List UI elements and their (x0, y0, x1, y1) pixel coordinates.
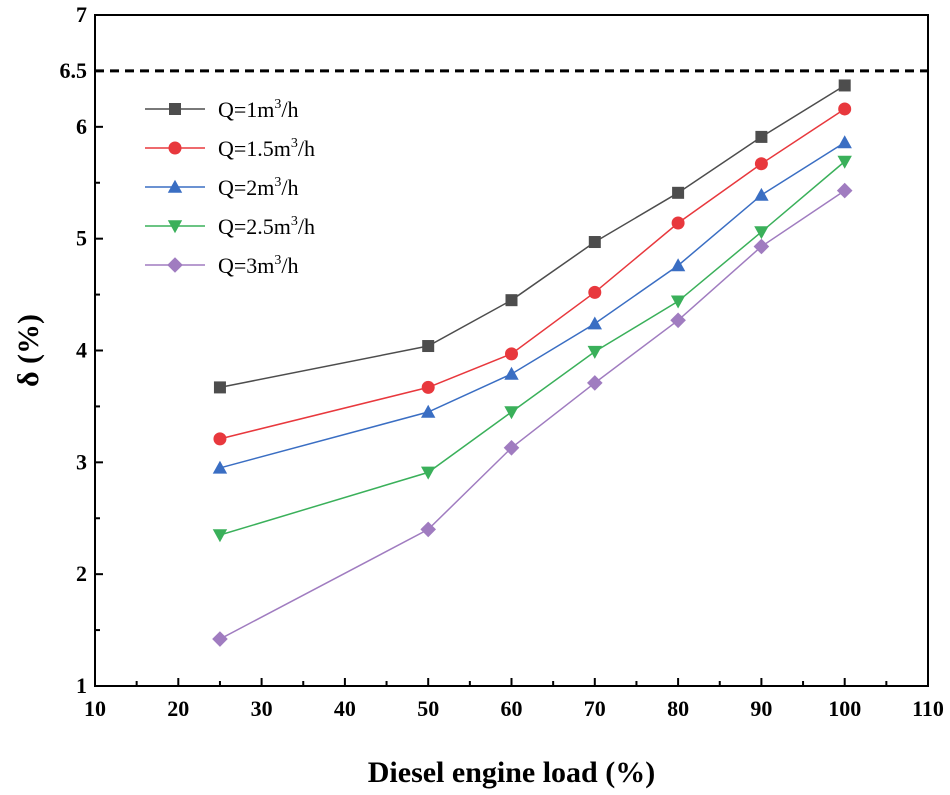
legend-item-5: Q=3m3/h (145, 253, 299, 278)
data-point (836, 182, 853, 199)
data-point (212, 631, 228, 647)
data-point (754, 157, 768, 171)
legend-item-3: Q=2m3/h (145, 175, 299, 200)
series-layer (212, 79, 853, 647)
legend-item-2: Q=1.5m3/h (145, 136, 315, 161)
x-tick-label: 110 (912, 696, 944, 721)
legend-marker (167, 257, 183, 273)
data-point (587, 375, 603, 391)
data-point (421, 404, 436, 418)
legend-label-suffix: /h (281, 97, 298, 122)
legend-marker (169, 103, 181, 115)
legend-label-suffix: /h (298, 136, 315, 161)
legend-label-sup: 3 (291, 136, 298, 151)
data-point (212, 460, 228, 474)
legend-item-1: Q=1m3/h (145, 97, 299, 122)
legend-label-prefix: Q=2m (218, 175, 274, 200)
legend-label: Q=1m3/h (218, 97, 299, 122)
x-tick-label: 90 (750, 696, 772, 721)
data-point (422, 340, 435, 353)
x-tick-label: 100 (828, 696, 861, 721)
legend-label: Q=2m3/h (218, 175, 299, 200)
x-axis-title: Diesel engine load (%) (368, 756, 655, 789)
x-tick-label: 50 (417, 696, 439, 721)
legend-marker (167, 179, 183, 193)
legend-label: Q=1.5m3/h (218, 136, 315, 161)
y-tick-label: 6.5 (60, 58, 88, 83)
legend-item-4: Q=2.5m3/h (145, 214, 315, 239)
legend-label-prefix: Q=3m (218, 253, 274, 278)
data-point (212, 529, 228, 543)
y-tick-label: 3 (76, 449, 87, 474)
data-point (838, 79, 851, 92)
data-point (587, 345, 602, 359)
data-point (754, 187, 769, 201)
legend-marker (168, 141, 182, 155)
x-tick-label: 80 (667, 696, 689, 721)
legend-label-suffix: /h (281, 175, 298, 200)
data-point (505, 294, 518, 307)
legend-label-prefix: Q=1m (218, 97, 274, 122)
x-tick-label: 60 (501, 696, 523, 721)
series-2 (213, 102, 852, 446)
legend-label-sup: 3 (274, 175, 281, 190)
series-5 (212, 182, 853, 647)
data-point (753, 238, 770, 255)
data-point (213, 432, 227, 446)
axes: 10 20 30 40 50 60 70 80 90 100 110 1 2 3 4 5 6 6.5 7 (60, 2, 944, 721)
data-point (503, 439, 520, 456)
data-point (672, 186, 685, 199)
data-point (421, 380, 435, 394)
legend-label-sup: 3 (274, 253, 281, 268)
data-point (588, 285, 602, 299)
legend-label: Q=3m3/h (218, 253, 299, 278)
series-line (219, 141, 846, 469)
data-point (504, 406, 519, 420)
y-tick-label: 1 (76, 673, 87, 698)
data-point (754, 226, 769, 240)
data-point (421, 466, 436, 480)
x-tick-label: 20 (167, 696, 189, 721)
series-line (219, 189, 846, 640)
data-point (837, 155, 852, 169)
legend-label: Q=2.5m3/h (218, 214, 315, 239)
legend-label-prefix: Q=1.5m (218, 136, 291, 161)
y-tick-label: 5 (76, 226, 87, 251)
y-tick-label: 4 (76, 338, 87, 363)
data-point (213, 381, 226, 394)
data-point (755, 130, 768, 143)
legend-label-suffix: /h (281, 253, 298, 278)
x-tick-label: 70 (584, 696, 606, 721)
data-point (670, 258, 686, 272)
data-point (671, 216, 685, 230)
x-tick-label: 30 (251, 696, 273, 721)
data-point (505, 347, 518, 361)
data-point (587, 316, 602, 330)
data-point (420, 521, 436, 538)
data-point (670, 312, 686, 329)
legend-label-prefix: Q=2.5m (218, 214, 291, 239)
data-point (504, 366, 519, 380)
data-point (838, 102, 852, 116)
x-tick-label: 10 (84, 696, 106, 721)
data-point (837, 135, 852, 149)
x-tick-label: 40 (334, 696, 356, 721)
legend-label-sup: 3 (274, 97, 281, 112)
series-1 (213, 79, 851, 394)
y-axis-title: δ (%) (12, 314, 45, 387)
series-3 (212, 135, 852, 474)
series-4 (212, 155, 852, 543)
legend-marker (167, 220, 183, 234)
y-tick-label: 2 (76, 561, 87, 586)
y-tick-label: 7 (76, 2, 87, 27)
data-point (588, 236, 601, 249)
legend-label-sup: 3 (291, 214, 298, 229)
legend-label-suffix: /h (298, 214, 315, 239)
y-tick-label: 6 (76, 114, 87, 139)
data-point (670, 295, 686, 309)
legend: Q=1m3/hQ=1.5m3/hQ=2m3/hQ=2.5m3/hQ=3m3/h (145, 97, 315, 278)
